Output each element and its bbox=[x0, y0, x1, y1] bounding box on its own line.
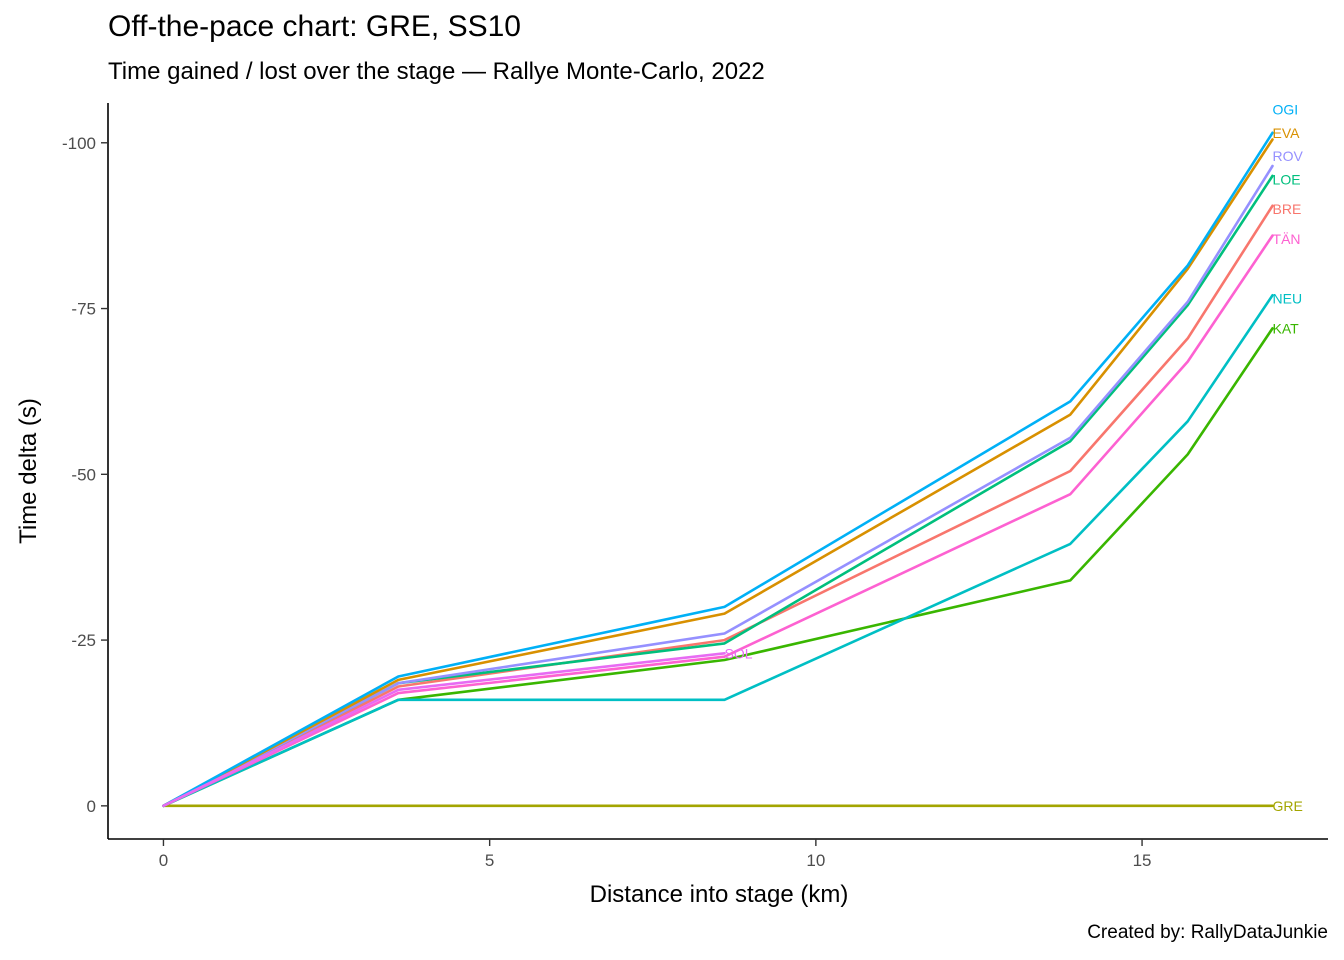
y-tick-label: -75 bbox=[71, 300, 96, 319]
series-label-sol: SOL bbox=[725, 645, 753, 661]
series-label-bre: BRE bbox=[1273, 201, 1302, 217]
y-tick-label: 0 bbox=[87, 797, 96, 816]
series-label-ogi: OGI bbox=[1273, 102, 1299, 118]
x-axis-ticks: 0 5 10 15 bbox=[159, 839, 1152, 870]
x-tick-label: 0 bbox=[159, 851, 168, 870]
x-axis-title: Distance into stage (km) bbox=[590, 881, 849, 908]
series-line-neu bbox=[162, 293, 1274, 808]
series-line-bre bbox=[162, 204, 1274, 808]
x-tick-label: 15 bbox=[1133, 851, 1152, 870]
x-tick-label: 5 bbox=[485, 851, 494, 870]
y-tick-label: -100 bbox=[62, 134, 96, 153]
series-line-eva bbox=[162, 138, 1274, 808]
series-label-tän: TÄN bbox=[1273, 231, 1301, 247]
series-label-rov: ROV bbox=[1273, 148, 1304, 164]
chart-caption: Created by: RallyDataJunkie bbox=[1087, 922, 1328, 943]
x-tick-label: 10 bbox=[806, 851, 825, 870]
series-label-kat: KAT bbox=[1273, 320, 1300, 336]
series-line-tän bbox=[162, 234, 1274, 808]
series-line-ogi bbox=[162, 131, 1274, 808]
y-tick-label: -25 bbox=[71, 631, 96, 650]
chart-title: Off-the-pace chart: GRE, SS10 bbox=[108, 10, 521, 43]
y-axis-title: Time delta (s) bbox=[15, 398, 42, 544]
y-axis-ticks: 0 -25 -50 -75 -100 bbox=[62, 134, 108, 816]
series-label-layer: OGI EVA ROV LOE BRE TÄN NEU KAT GRE SOL bbox=[725, 102, 1304, 814]
series-label-eva: EVA bbox=[1273, 125, 1301, 141]
series-line-loe bbox=[162, 174, 1274, 808]
series-line-sol bbox=[162, 651, 726, 808]
series-label-loe: LOE bbox=[1273, 171, 1301, 187]
series-label-neu: NEU bbox=[1273, 291, 1303, 307]
chart-subtitle: Time gained / lost over the stage — Rall… bbox=[108, 58, 765, 85]
y-tick-label: -50 bbox=[71, 465, 96, 484]
series-layer bbox=[162, 131, 1274, 808]
series-label-gre: GRE bbox=[1273, 798, 1303, 814]
series-line-rov bbox=[162, 164, 1274, 808]
